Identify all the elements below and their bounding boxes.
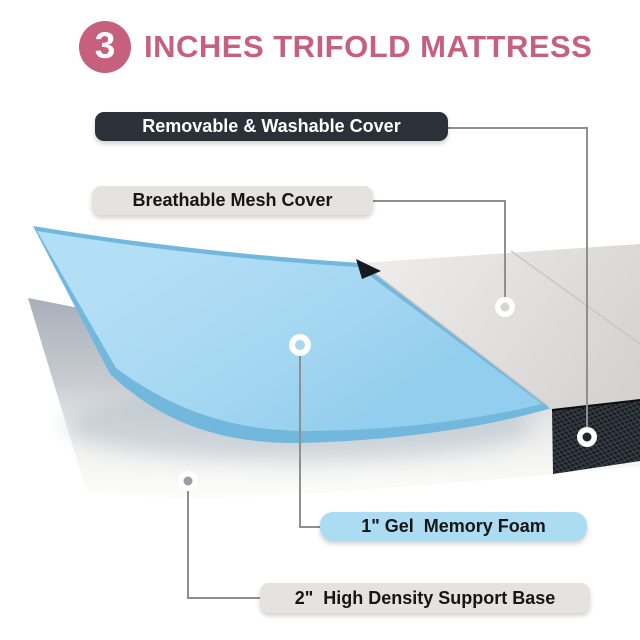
callout-line-gel-foam	[299, 356, 320, 528]
marker-support-base	[178, 471, 198, 491]
page-title: INCHES TRIFOLD MATTRESS	[144, 28, 593, 64]
callout-line-mesh-cover	[372, 200, 506, 297]
marker-mesh-cover	[495, 297, 515, 317]
callout-line-removable-cover	[448, 127, 588, 427]
gel-memory-foam-layer	[37, 231, 542, 431]
label-removable-washable-cover: Removable & Washable Cover	[95, 112, 448, 141]
marker-gel-foam	[289, 334, 311, 356]
cover-edge-line	[360, 262, 549, 407]
breathable-mesh-top-cover	[361, 244, 640, 410]
inches-count-badge: 3	[79, 20, 131, 73]
label-support-base: 2" High Density Support Base	[260, 583, 590, 613]
callout-line-support-base	[187, 491, 260, 599]
label-breathable-mesh-cover: Breathable Mesh Cover	[92, 186, 373, 215]
cover-corner-flap	[356, 259, 381, 279]
marker-zipper-band	[577, 427, 597, 447]
label-gel-memory-foam: 1" Gel Memory Foam	[320, 512, 587, 541]
mesh-band-top-edge	[551, 399, 640, 411]
title-group: 3 INCHES TRIFOLD MATTRESS	[79, 20, 592, 73]
cover-fold-seam	[510, 250, 640, 345]
